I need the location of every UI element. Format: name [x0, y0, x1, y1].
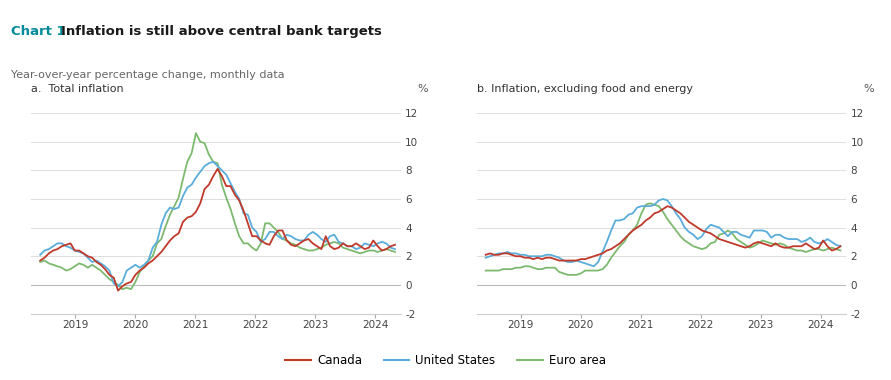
Text: Inflation is still above central bank targets: Inflation is still above central bank ta… [61, 25, 381, 38]
Text: Chart 1:: Chart 1: [11, 25, 76, 38]
Text: %: % [863, 84, 874, 94]
Text: a.  Total inflation: a. Total inflation [31, 84, 124, 94]
Text: b. Inflation, excluding food and energy: b. Inflation, excluding food and energy [477, 84, 692, 94]
Legend: Canada, United States, Euro area: Canada, United States, Euro area [281, 350, 610, 372]
Text: %: % [418, 84, 429, 94]
Text: Year-over-year percentage change, monthly data: Year-over-year percentage change, monthl… [11, 70, 284, 80]
